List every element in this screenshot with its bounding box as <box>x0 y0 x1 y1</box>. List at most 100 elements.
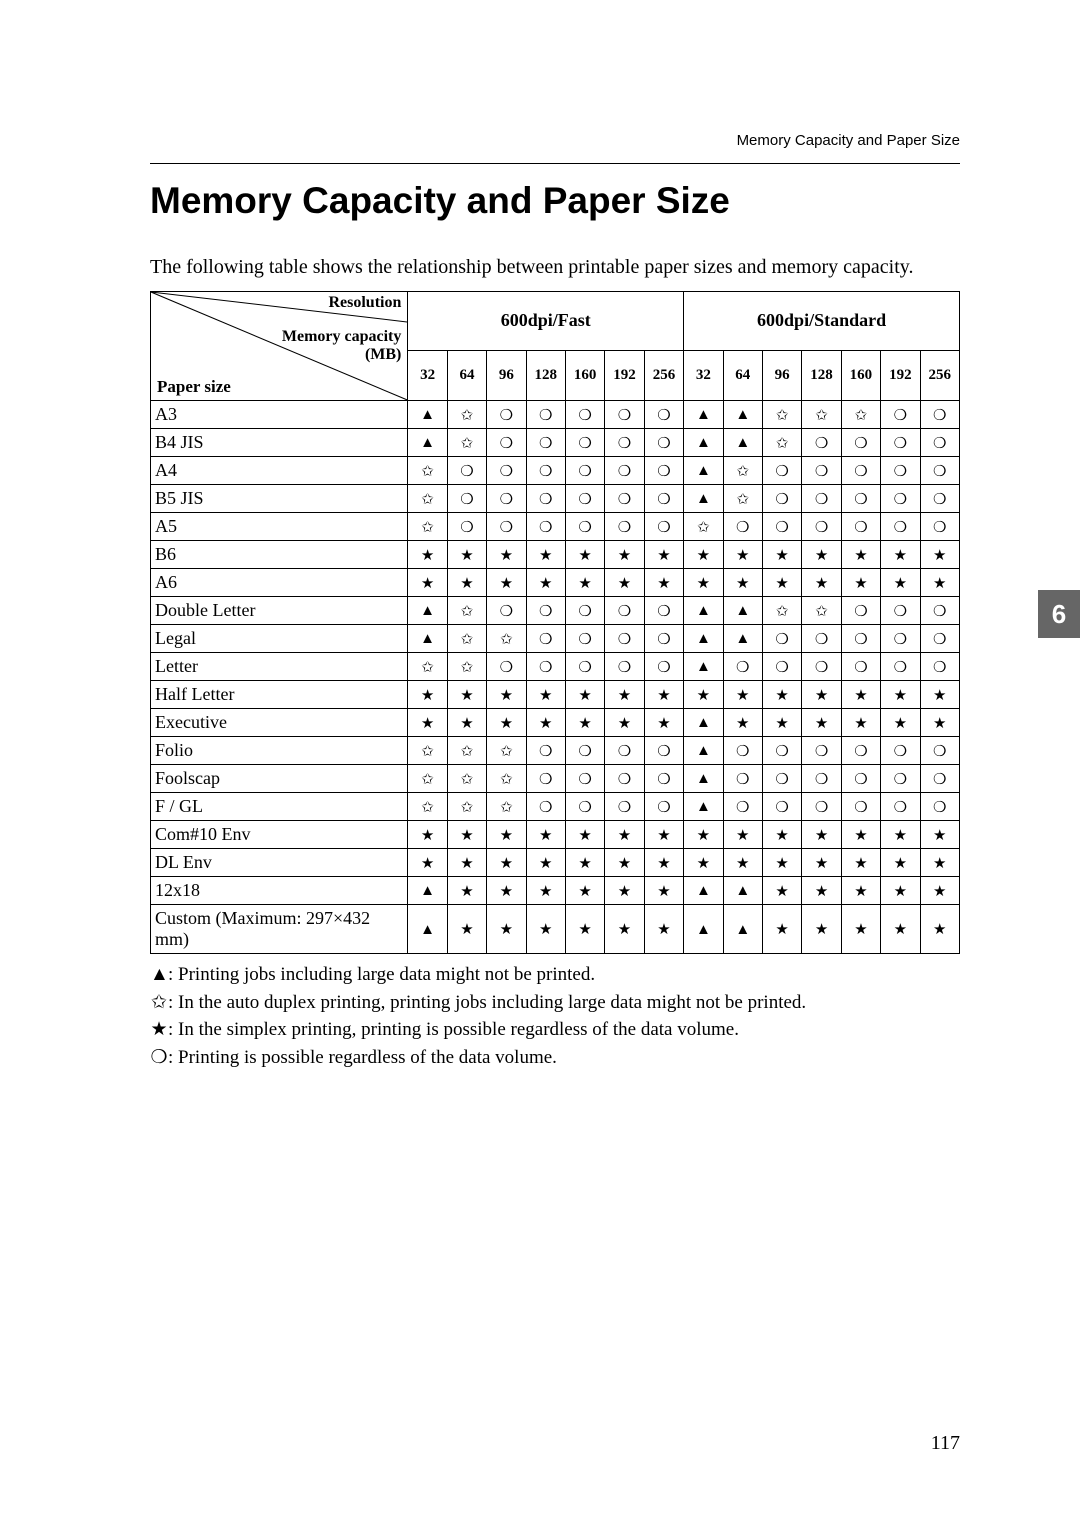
capacity-cell: ❍ <box>526 653 565 681</box>
capacity-cell: ❍ <box>762 625 801 653</box>
intro-paragraph: The following table shows the relationsh… <box>150 254 960 281</box>
capacity-cell: ★ <box>762 849 801 877</box>
capacity-cell: ★ <box>605 709 644 737</box>
capacity-cell: ❍ <box>920 737 959 765</box>
capacity-cell: ❍ <box>920 429 959 457</box>
capacity-cell: ❍ <box>644 737 683 765</box>
chapter-tab: 6 <box>1038 590 1080 638</box>
capacity-cell: ★ <box>802 821 841 849</box>
capacity-cell: ❍ <box>644 597 683 625</box>
table-row: Folio✩✩✩❍❍❍❍▲❍❍❍❍❍❍ <box>151 737 960 765</box>
capacity-cell: ❍ <box>881 793 920 821</box>
capacity-cell: ★ <box>487 541 526 569</box>
capacity-cell: ★ <box>762 681 801 709</box>
capacity-cell: ★ <box>565 821 604 849</box>
table-row: A4✩❍❍❍❍❍❍▲✩❍❍❍❍❍ <box>151 457 960 485</box>
capacity-cell: ❍ <box>565 765 604 793</box>
capacity-table: Resolution Memory capacity(MB) Paper siz… <box>150 291 960 954</box>
axis-paper-label: Paper size <box>157 377 231 397</box>
capacity-cell: ❍ <box>802 653 841 681</box>
capacity-cell: ✩ <box>762 597 801 625</box>
capacity-cell: ★ <box>762 541 801 569</box>
capacity-cell: ★ <box>762 569 801 597</box>
capacity-cell: ❍ <box>802 513 841 541</box>
memory-col-header: 32 <box>408 350 447 400</box>
capacity-cell: ❍ <box>526 765 565 793</box>
table-row: F / GL✩✩✩❍❍❍❍▲❍❍❍❍❍❍ <box>151 793 960 821</box>
running-head: Memory Capacity and Paper Size <box>737 132 960 149</box>
capacity-cell: ❍ <box>526 737 565 765</box>
capacity-cell: ❍ <box>762 457 801 485</box>
paper-size-label: A5 <box>151 513 408 541</box>
capacity-cell: ▲ <box>723 625 762 653</box>
capacity-cell: ❍ <box>841 625 880 653</box>
capacity-cell: ❍ <box>881 765 920 793</box>
header-rule <box>150 163 960 164</box>
capacity-cell: ★ <box>920 821 959 849</box>
table-row: Custom (Maximum: 297×432 mm)▲★★★★★★▲▲★★★… <box>151 905 960 954</box>
legend-item: ▲: Printing jobs including large data mi… <box>150 962 960 988</box>
capacity-cell: ★ <box>447 905 486 954</box>
capacity-cell: ★ <box>487 849 526 877</box>
capacity-cell: ❍ <box>881 485 920 513</box>
capacity-cell: ❍ <box>762 737 801 765</box>
capacity-cell: ❍ <box>881 737 920 765</box>
capacity-cell: ▲ <box>684 625 723 653</box>
capacity-cell: ❍ <box>644 513 683 541</box>
capacity-cell: ★ <box>526 681 565 709</box>
capacity-cell: ★ <box>684 681 723 709</box>
capacity-cell: ★ <box>723 849 762 877</box>
capacity-cell: ❍ <box>841 737 880 765</box>
capacity-cell: ❍ <box>526 485 565 513</box>
capacity-cell: ❍ <box>841 597 880 625</box>
capacity-cell: ▲ <box>408 905 447 954</box>
capacity-cell: ❍ <box>723 737 762 765</box>
table-row: A6★★★★★★★★★★★★★★ <box>151 569 960 597</box>
capacity-cell: ✩ <box>723 457 762 485</box>
capacity-cell: ❍ <box>487 653 526 681</box>
paper-size-label: Double Letter <box>151 597 408 625</box>
capacity-cell: ★ <box>408 849 447 877</box>
capacity-cell: ❍ <box>802 625 841 653</box>
capacity-cell: ★ <box>644 709 683 737</box>
capacity-cell: ❍ <box>881 401 920 429</box>
paper-size-label: Letter <box>151 653 408 681</box>
capacity-cell: ★ <box>644 877 683 905</box>
table-row: B6★★★★★★★★★★★★★★ <box>151 541 960 569</box>
capacity-cell: ★ <box>881 877 920 905</box>
capacity-cell: ★ <box>487 905 526 954</box>
legend-item: ✩: In the auto duplex printing, printing… <box>150 990 960 1016</box>
capacity-cell: ❍ <box>447 485 486 513</box>
capacity-cell: ✩ <box>487 793 526 821</box>
capacity-cell: ★ <box>881 569 920 597</box>
capacity-cell: ★ <box>644 541 683 569</box>
capacity-cell: ★ <box>605 541 644 569</box>
capacity-cell: ❍ <box>565 429 604 457</box>
capacity-cell: ❍ <box>841 765 880 793</box>
capacity-cell: ❍ <box>644 625 683 653</box>
paper-size-label: B5 JIS <box>151 485 408 513</box>
capacity-cell: ❍ <box>447 457 486 485</box>
capacity-cell: ❍ <box>723 765 762 793</box>
capacity-cell: ★ <box>605 821 644 849</box>
paper-size-label: B4 JIS <box>151 429 408 457</box>
page-number: 117 <box>931 1432 960 1455</box>
capacity-cell: ✩ <box>447 625 486 653</box>
capacity-cell: ▲ <box>684 793 723 821</box>
paper-size-label: Executive <box>151 709 408 737</box>
resolution-group-standard: 600dpi/Standard <box>684 292 960 351</box>
capacity-cell: ❍ <box>644 485 683 513</box>
capacity-cell: ★ <box>408 569 447 597</box>
capacity-cell: ★ <box>841 541 880 569</box>
capacity-cell: ★ <box>605 849 644 877</box>
capacity-cell: ▲ <box>684 737 723 765</box>
capacity-cell: ❍ <box>447 513 486 541</box>
memory-col-header: 64 <box>447 350 486 400</box>
capacity-cell: ▲ <box>408 429 447 457</box>
capacity-cell: ★ <box>841 877 880 905</box>
capacity-cell: ✩ <box>408 793 447 821</box>
capacity-cell: ▲ <box>723 905 762 954</box>
capacity-cell: ★ <box>447 821 486 849</box>
memory-col-header: 128 <box>802 350 841 400</box>
capacity-cell: ❍ <box>605 737 644 765</box>
